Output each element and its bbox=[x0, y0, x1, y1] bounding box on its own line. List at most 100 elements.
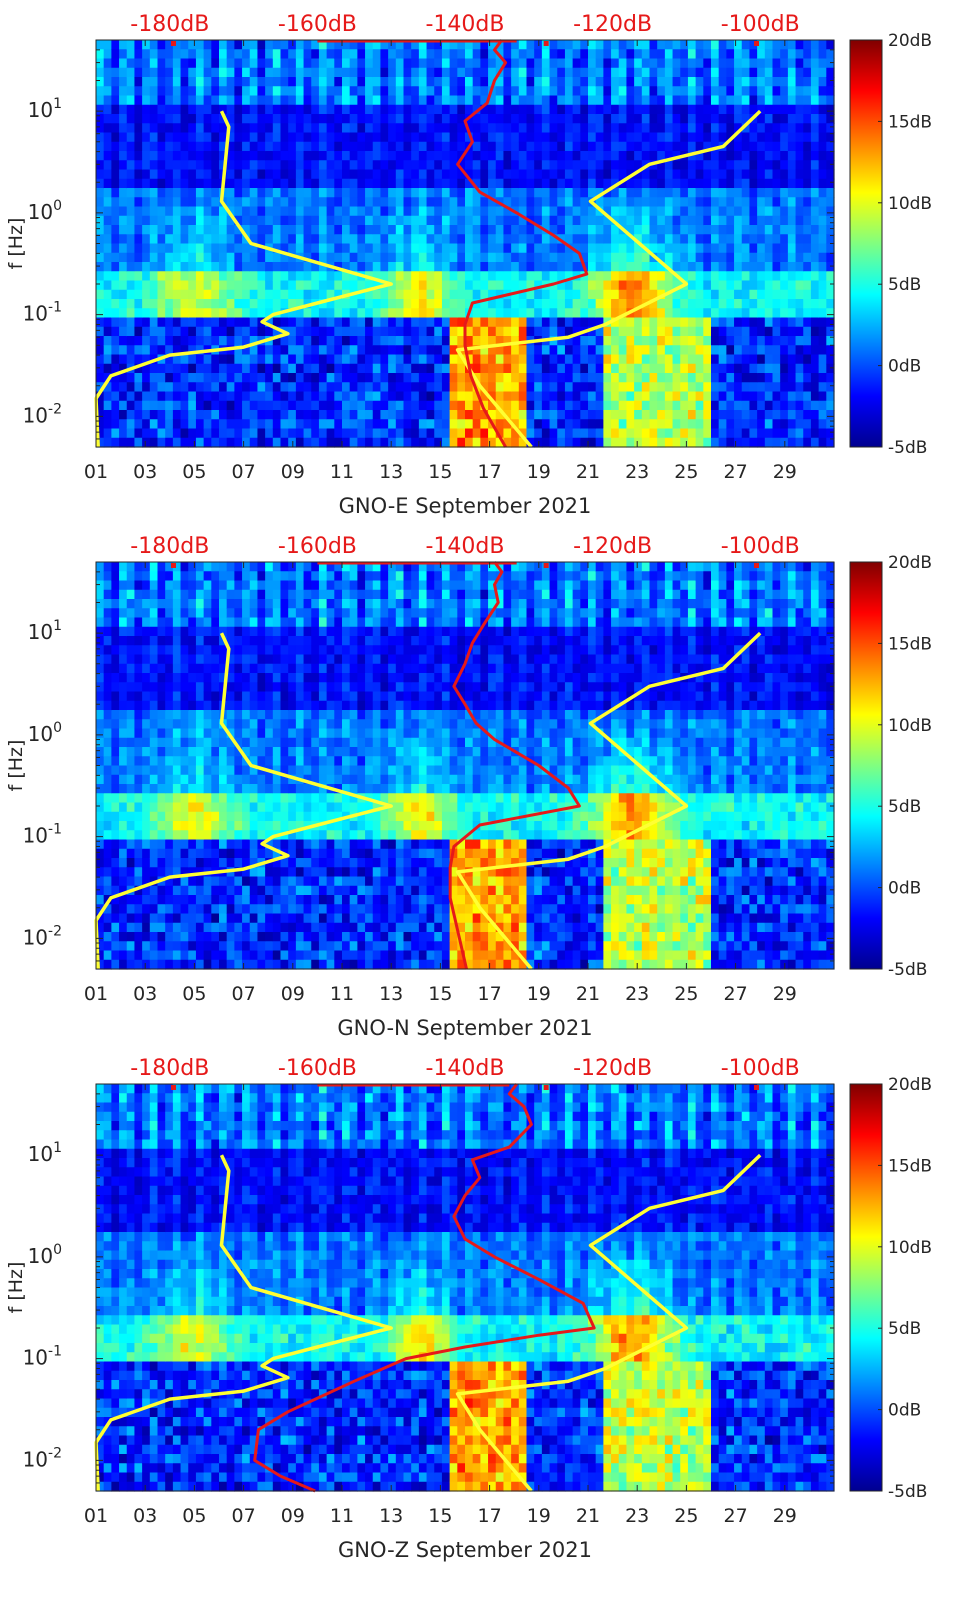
series-line-nlnm bbox=[94, 632, 393, 970]
x-tick-label: 29 bbox=[773, 1505, 797, 1527]
colorbar-tick-label: 10dB bbox=[888, 1238, 932, 1258]
x-tick-label: 09 bbox=[281, 983, 305, 1005]
colorbar-tick-label: 5dB bbox=[888, 1319, 921, 1339]
top-scale-label: -180dB bbox=[130, 12, 209, 37]
x-tick-label: 07 bbox=[232, 461, 256, 483]
top-marker bbox=[754, 1085, 760, 1090]
x-tick-label: 15 bbox=[428, 461, 452, 483]
colorbar-tick-label: 15dB bbox=[888, 1156, 932, 1176]
top-marker bbox=[754, 41, 760, 46]
heatmap-cells bbox=[96, 562, 835, 970]
top-scale-label: -120dB bbox=[573, 534, 652, 559]
top-marker bbox=[543, 1085, 549, 1090]
series-line-nhnm bbox=[455, 1153, 762, 1493]
heatmap-cells bbox=[96, 40, 835, 448]
x-tick-label: 19 bbox=[527, 461, 551, 483]
x-tick-label: 11 bbox=[330, 983, 354, 1005]
spectrogram-panel-gno-e: 01 03 05 07 09 11 13 15 17 19 21 23 25 27 29 10-2 10-1 10… bbox=[5, 12, 932, 518]
y-tick-label: 10-1 bbox=[23, 1344, 62, 1370]
top-scale-label: -120dB bbox=[573, 12, 652, 37]
x-tick-label: 25 bbox=[674, 461, 698, 483]
colorbar-tick-label: 0dB bbox=[888, 1401, 921, 1421]
colorbar-tick-label: 5dB bbox=[888, 797, 921, 817]
top-scale-label: -140dB bbox=[426, 534, 505, 559]
x-tick-label: 25 bbox=[674, 983, 698, 1005]
colorbar-tick-label: 10dB bbox=[888, 716, 932, 736]
top-scale-label: -180dB bbox=[130, 534, 209, 559]
top-marker bbox=[170, 41, 176, 46]
x-tick-label: 01 bbox=[84, 461, 108, 483]
series-line-nlnm bbox=[94, 1154, 393, 1492]
x-tick-label: 13 bbox=[379, 1505, 403, 1527]
top-scale-label: -100dB bbox=[721, 534, 800, 559]
top-marker bbox=[543, 41, 549, 46]
x-tick-label: 17 bbox=[478, 1505, 502, 1527]
series-line-gno-n-station-noise bbox=[448, 561, 581, 970]
x-tick-label: 07 bbox=[232, 983, 256, 1005]
colorbar-tick-label: 15dB bbox=[888, 634, 932, 654]
y-tick-label: 10-1 bbox=[23, 822, 62, 848]
x-tick-label: 05 bbox=[182, 983, 206, 1005]
x-tick-label: 03 bbox=[133, 983, 157, 1005]
x-tick-label: 05 bbox=[182, 461, 206, 483]
y-tick-label: 100 bbox=[28, 198, 62, 224]
x-tick-label: 17 bbox=[478, 461, 502, 483]
series-line-gno-z-station-noise bbox=[253, 1083, 596, 1493]
colorbar-tick-label: 20dB bbox=[888, 31, 932, 51]
y-axis-label: f [Hz] bbox=[5, 1262, 27, 1314]
x-tick-label: 23 bbox=[625, 983, 649, 1005]
x-tick-label: 27 bbox=[724, 1505, 748, 1527]
colorbar-tick-label: 0dB bbox=[888, 879, 921, 899]
colorbar bbox=[849, 1083, 883, 1492]
top-marker bbox=[170, 1085, 176, 1090]
colorbar-tick-label: 5dB bbox=[888, 275, 921, 295]
top-scale-label: -160dB bbox=[278, 12, 357, 37]
top-scale-label: -160dB bbox=[278, 1056, 357, 1081]
series-line-nlnm bbox=[94, 110, 393, 448]
heatmap-cells bbox=[96, 1084, 835, 1492]
x-tick-label: 19 bbox=[527, 983, 551, 1005]
x-tick-label: 27 bbox=[724, 983, 748, 1005]
colorbar bbox=[849, 561, 883, 970]
x-tick-label: 01 bbox=[84, 1505, 108, 1527]
series-line-gno-e-station-noise bbox=[456, 39, 589, 448]
x-tick-label: 11 bbox=[330, 1505, 354, 1527]
x-tick-label: 13 bbox=[379, 461, 403, 483]
top-marker bbox=[543, 563, 549, 568]
x-axis-label: GNO-N September 2021 bbox=[337, 1016, 592, 1040]
y-tick-label: 101 bbox=[28, 96, 62, 122]
x-tick-label: 05 bbox=[182, 1505, 206, 1527]
top-scale-label: -140dB bbox=[426, 1056, 505, 1081]
spectrogram-panel-gno-z: 01 03 05 07 09 11 13 15 17 19 21 23 25 27 29 10-2 10-1 10… bbox=[5, 1056, 932, 1562]
x-tick-label: 09 bbox=[281, 461, 305, 483]
colorbar-tick-label: 20dB bbox=[888, 553, 932, 573]
top-scale-label: -180dB bbox=[130, 1056, 209, 1081]
colorbar-tick-label: -5dB bbox=[888, 438, 927, 458]
colorbar-tick-label: -5dB bbox=[888, 960, 927, 980]
colorbar-tick-label: -5dB bbox=[888, 1482, 927, 1502]
top-marker bbox=[170, 563, 176, 568]
y-axis-label: f [Hz] bbox=[5, 218, 27, 270]
y-tick-label: 10-1 bbox=[23, 300, 62, 326]
x-tick-label: 13 bbox=[379, 983, 403, 1005]
top-scale-label: -160dB bbox=[278, 534, 357, 559]
y-tick-label: 10-2 bbox=[23, 923, 62, 949]
x-tick-label: 19 bbox=[527, 1505, 551, 1527]
x-tick-label: 07 bbox=[232, 1505, 256, 1527]
x-tick-label: 29 bbox=[773, 983, 797, 1005]
x-tick-label: 03 bbox=[133, 1505, 157, 1527]
x-axis-label: GNO-E September 2021 bbox=[339, 494, 592, 518]
top-scale-label: -100dB bbox=[721, 1056, 800, 1081]
y-axis-label: f [Hz] bbox=[5, 740, 27, 792]
y-tick-label: 100 bbox=[28, 1242, 62, 1268]
top-scale-label: -140dB bbox=[426, 12, 505, 37]
x-tick-label: 21 bbox=[576, 461, 600, 483]
spectrogram-panel-gno-n: 01 03 05 07 09 11 13 15 17 19 21 23 25 27 29 10-2 10-1 10… bbox=[5, 534, 932, 1040]
x-tick-label: 15 bbox=[428, 983, 452, 1005]
x-tick-label: 25 bbox=[674, 1505, 698, 1527]
top-scale-label: -100dB bbox=[721, 12, 800, 37]
colorbar bbox=[849, 39, 883, 448]
colorbar-tick-label: 20dB bbox=[888, 1075, 932, 1095]
y-tick-label: 100 bbox=[28, 720, 62, 746]
x-axis-label: GNO-Z September 2021 bbox=[338, 1538, 592, 1562]
